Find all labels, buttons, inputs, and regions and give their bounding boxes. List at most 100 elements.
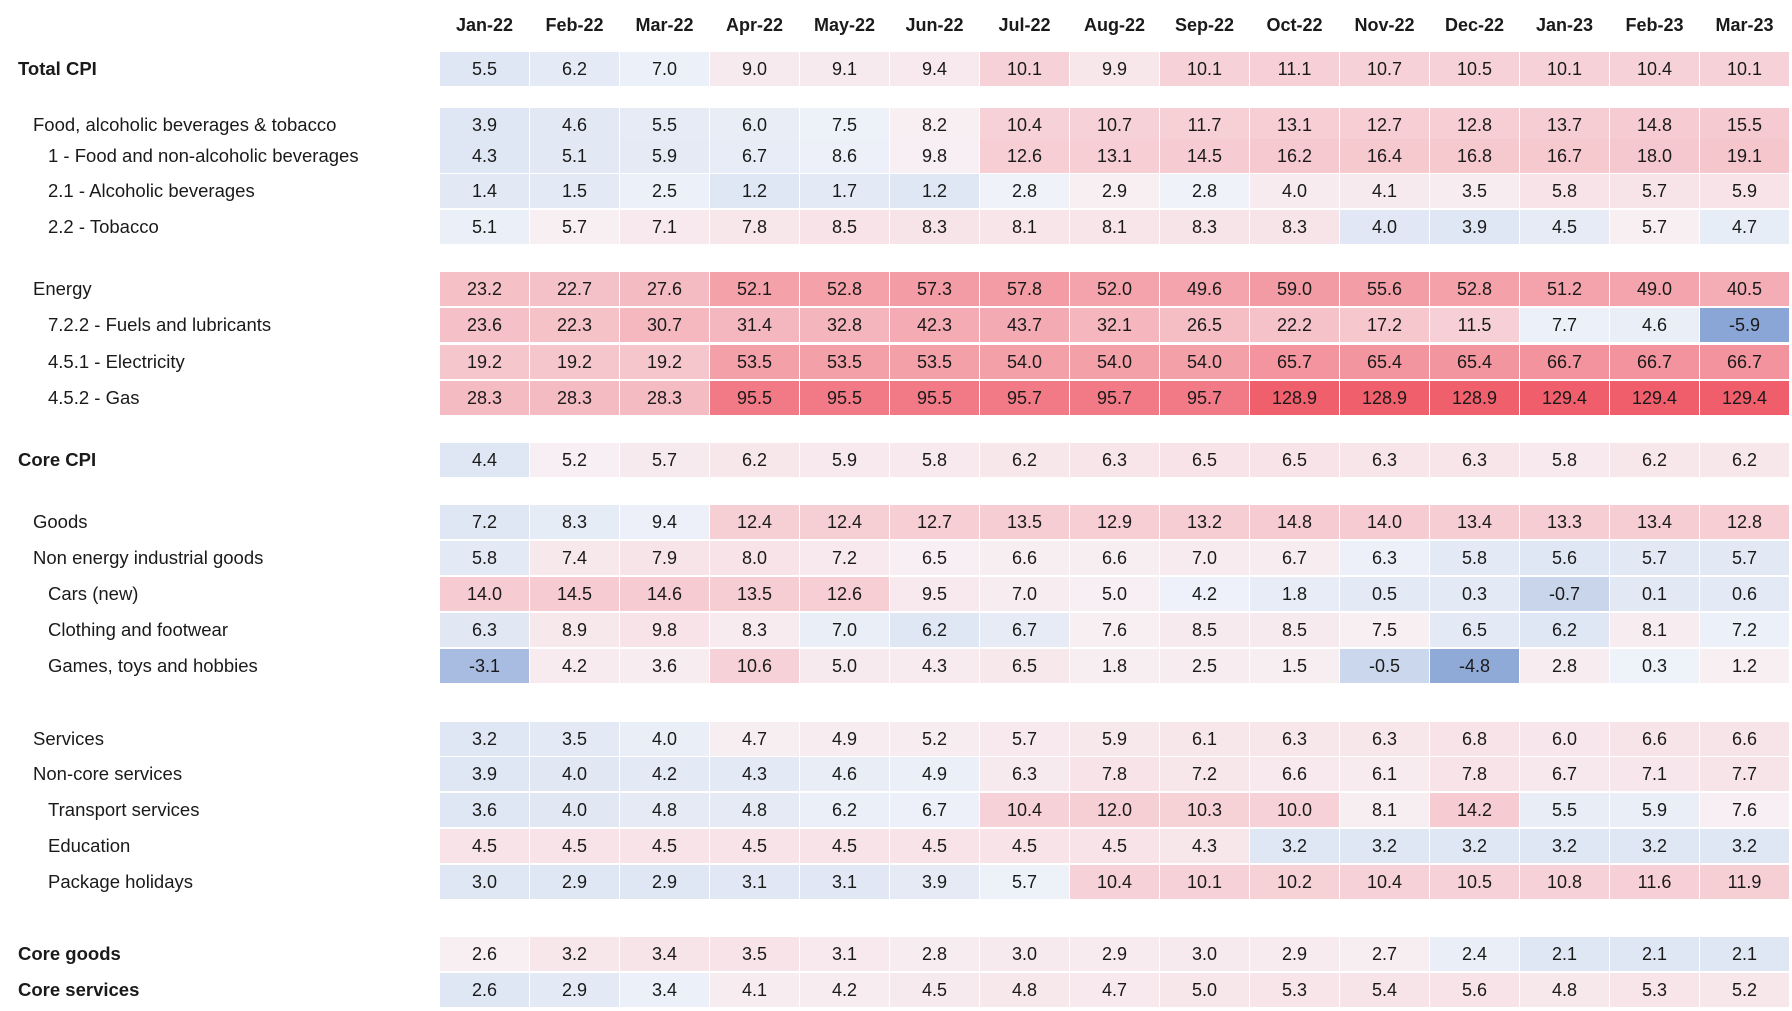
heatmap-cell: 49.6	[1160, 272, 1249, 306]
heatmap-cell: 3.9	[440, 757, 529, 791]
heatmap-cell: 6.3	[1250, 722, 1339, 756]
column-header: Jan-22	[455, 15, 514, 35]
row-label: Transport services	[48, 799, 200, 820]
heatmap-cell: 3.1	[800, 937, 889, 971]
heatmap-cell: 6.6	[1610, 722, 1699, 756]
column-header: Mar-22	[635, 15, 694, 35]
heatmap-cell: 8.3	[530, 505, 619, 539]
heatmap-cell: 4.5	[980, 829, 1069, 863]
heatmap-cell: 14.0	[1340, 505, 1429, 539]
heatmap-cell: 22.3	[530, 308, 619, 342]
heatmap-cell: 9.8	[890, 139, 979, 173]
heatmap-cell: 3.2	[1250, 829, 1339, 863]
heatmap-cell: 3.2	[1700, 829, 1789, 863]
heatmap-cell: 7.5	[1340, 613, 1429, 647]
heatmap-cell: 2.8	[1520, 649, 1609, 683]
heatmap-cell: 8.2	[890, 108, 979, 142]
heatmap-cell: 3.2	[530, 937, 619, 971]
heatmap-cell: 0.5	[1340, 577, 1429, 611]
heatmap-cell: 10.4	[980, 108, 1069, 142]
heatmap-cell: 2.9	[1070, 937, 1159, 971]
heatmap-cell: 95.5	[710, 381, 799, 415]
heatmap-cell: 2.6	[440, 973, 529, 1007]
heatmap-cell: 3.5	[530, 722, 619, 756]
heatmap-cell: 4.8	[980, 973, 1069, 1007]
heatmap-cell: 10.1	[1520, 52, 1609, 86]
heatmap-cell: 28.3	[530, 381, 619, 415]
column-header: Feb-23	[1625, 15, 1684, 35]
heatmap-cell: 11.1	[1250, 52, 1339, 86]
row-label: 2.2 - Tobacco	[48, 216, 159, 237]
column-header: Apr-22	[725, 15, 783, 35]
heatmap-cell: 51.2	[1520, 272, 1609, 306]
heatmap-cell: 66.7	[1700, 345, 1789, 379]
heatmap-cell: 5.3	[1610, 973, 1699, 1007]
heatmap-cell: 5.0	[1160, 973, 1249, 1007]
heatmap-cell: 7.7	[1700, 757, 1789, 791]
heatmap-cell: 9.4	[890, 52, 979, 86]
heatmap-cell: 12.9	[1070, 505, 1159, 539]
heatmap-cell: 12.8	[1430, 108, 1519, 142]
heatmap-cell: 95.7	[1070, 381, 1159, 415]
column-header: Oct-22	[1266, 15, 1323, 35]
heatmap-cell: 8.1	[1340, 793, 1429, 827]
heatmap-cell: 6.6	[1070, 541, 1159, 575]
heatmap-cell: 7.6	[1070, 613, 1159, 647]
heatmap-cell: 14.5	[530, 577, 619, 611]
heatmap-cell: 4.5	[890, 973, 979, 1007]
heatmap-cell: 4.1	[710, 973, 799, 1007]
heatmap-cell: 10.7	[1340, 52, 1429, 86]
heatmap-cell: 6.7	[980, 613, 1069, 647]
heatmap-cell: 3.0	[1160, 937, 1249, 971]
heatmap-cell: 5.7	[1700, 541, 1789, 575]
heatmap-cell: 6.2	[980, 443, 1069, 477]
heatmap-cell: 9.4	[620, 505, 709, 539]
heatmap-cell: 4.3	[440, 139, 529, 173]
heatmap-cell: 4.9	[890, 757, 979, 791]
heatmap-cell: -0.7	[1520, 577, 1609, 611]
row-label: Services	[33, 728, 104, 749]
heatmap-cell: 95.7	[980, 381, 1069, 415]
heatmap-cell: 4.5	[1520, 210, 1609, 244]
heatmap-cell: 13.5	[710, 577, 799, 611]
heatmap-cell: 1.5	[1250, 649, 1339, 683]
heatmap-cell: 2.9	[530, 973, 619, 1007]
column-header: Feb-22	[545, 15, 604, 35]
heatmap-cell: 10.6	[710, 649, 799, 683]
heatmap-cell: 13.3	[1520, 505, 1609, 539]
heatmap-cell: 4.3	[1160, 829, 1249, 863]
heatmap-cell: 3.1	[710, 865, 799, 899]
heatmap-cell: 5.7	[980, 722, 1069, 756]
row-label: Core CPI	[18, 449, 97, 470]
heatmap-cell: 23.2	[440, 272, 529, 306]
heatmap-cell: 95.7	[1160, 381, 1249, 415]
heatmap-cell: 2.9	[1070, 174, 1159, 208]
heatmap-cell: 6.1	[1160, 722, 1249, 756]
heatmap-cell: 2.1	[1610, 937, 1699, 971]
heatmap-cell: 13.4	[1610, 505, 1699, 539]
heatmap-cell: 22.2	[1250, 308, 1339, 342]
heatmap-cell: 3.6	[440, 793, 529, 827]
heatmap-cell: 6.1	[1340, 757, 1429, 791]
heatmap-cell: -0.5	[1340, 649, 1429, 683]
heatmap-cell: 9.0	[710, 52, 799, 86]
heatmap-cell: 7.7	[1520, 308, 1609, 342]
heatmap-cell: 4.5	[1070, 829, 1159, 863]
heatmap-cell: 10.4	[1070, 865, 1159, 899]
heatmap-cell: 5.9	[1610, 793, 1699, 827]
row-label: Package holidays	[48, 871, 194, 892]
heatmap-cell: 1.4	[440, 174, 529, 208]
heatmap-cell: 0.1	[1610, 577, 1699, 611]
heatmap-cell: 6.5	[980, 649, 1069, 683]
heatmap-cell: 28.3	[620, 381, 709, 415]
heatmap-cell: 6.2	[530, 52, 619, 86]
heatmap-cell: 4.5	[530, 829, 619, 863]
row-label: Cars (new)	[48, 583, 139, 604]
heatmap-cell: 54.0	[1160, 345, 1249, 379]
heatmap-cell: 54.0	[980, 345, 1069, 379]
heatmap-cell: 3.4	[620, 937, 709, 971]
heatmap-cell: 6.5	[1160, 443, 1249, 477]
heatmap-cell: 5.2	[890, 722, 979, 756]
heatmap-cell: 6.7	[1250, 541, 1339, 575]
heatmap-cell: 14.2	[1430, 793, 1519, 827]
